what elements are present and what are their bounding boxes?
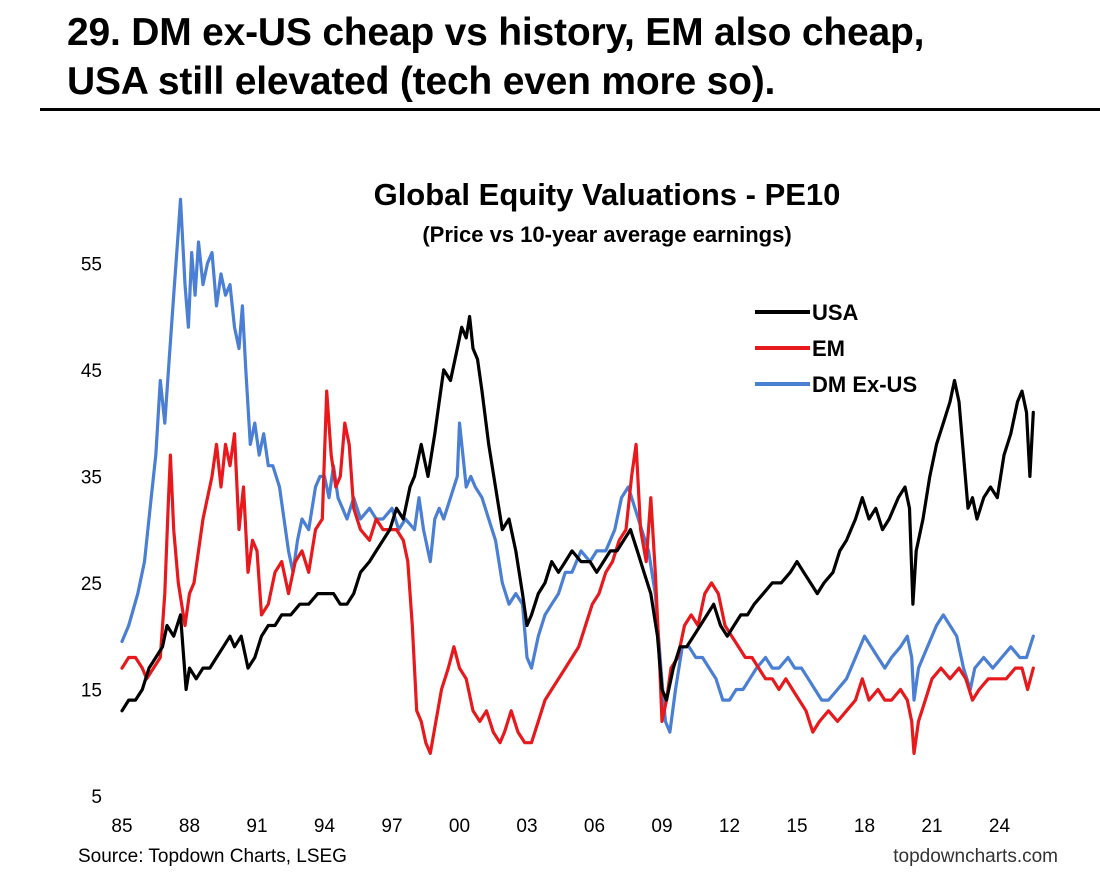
y-tick-label: 5 xyxy=(91,787,102,808)
slide-headline: 29. DM ex-US cheap vs history, EM also c… xyxy=(67,8,1077,106)
pe10-line-chart: Global Equity Valuations - PE10 (Price v… xyxy=(78,177,1058,867)
chart-watermark: topdowncharts.com xyxy=(893,846,1058,867)
x-tick-label: 94 xyxy=(314,816,336,837)
x-tick-label: 00 xyxy=(449,816,470,837)
headline-line-2: USA still elevated (tech even more so). xyxy=(67,60,776,103)
series-line-dm-ex-us xyxy=(120,197,1035,734)
x-tick-label: 85 xyxy=(111,816,132,837)
x-tick-label: 09 xyxy=(651,816,672,837)
chart-container: Global Equity Valuations - PE10 (Price v… xyxy=(0,160,1100,875)
x-axis-ticks: 85 88 91 94 97 00 03 06 09 12 15 18 21 24 xyxy=(111,816,1010,837)
y-tick-label: 35 xyxy=(81,467,102,488)
y-tick-label: 55 xyxy=(81,254,102,275)
x-tick-label: 24 xyxy=(989,816,1011,837)
legend: USA EM DM Ex-US xyxy=(755,300,917,397)
x-tick-label: 21 xyxy=(921,816,942,837)
x-tick-label: 91 xyxy=(246,816,267,837)
legend-label: DM Ex-US xyxy=(812,372,917,397)
x-tick-label: 88 xyxy=(179,816,200,837)
x-tick-label: 12 xyxy=(719,816,740,837)
chart-title: Global Equity Valuations - PE10 xyxy=(374,177,841,212)
x-tick-label: 97 xyxy=(381,816,402,837)
series-lines xyxy=(120,197,1035,755)
y-tick-label: 45 xyxy=(81,361,102,382)
chart-subtitle: (Price vs 10-year average earnings) xyxy=(422,222,791,247)
headline-line-1: 29. DM ex-US cheap vs history, EM also c… xyxy=(67,11,925,54)
legend-label: USA xyxy=(812,300,859,325)
x-tick-label: 06 xyxy=(584,816,605,837)
legend-label: EM xyxy=(812,336,845,361)
y-tick-label: 25 xyxy=(81,574,102,595)
chart-source: Source: Topdown Charts, LSEG xyxy=(78,846,347,867)
y-axis-ticks: 5 15 25 35 45 55 xyxy=(81,254,102,808)
series-line-em xyxy=(120,389,1035,755)
x-tick-label: 15 xyxy=(786,816,807,837)
headline-divider xyxy=(40,108,1100,111)
series-line-usa xyxy=(120,314,1035,713)
y-tick-label: 15 xyxy=(81,680,102,701)
x-tick-label: 18 xyxy=(854,816,875,837)
x-tick-label: 03 xyxy=(516,816,537,837)
